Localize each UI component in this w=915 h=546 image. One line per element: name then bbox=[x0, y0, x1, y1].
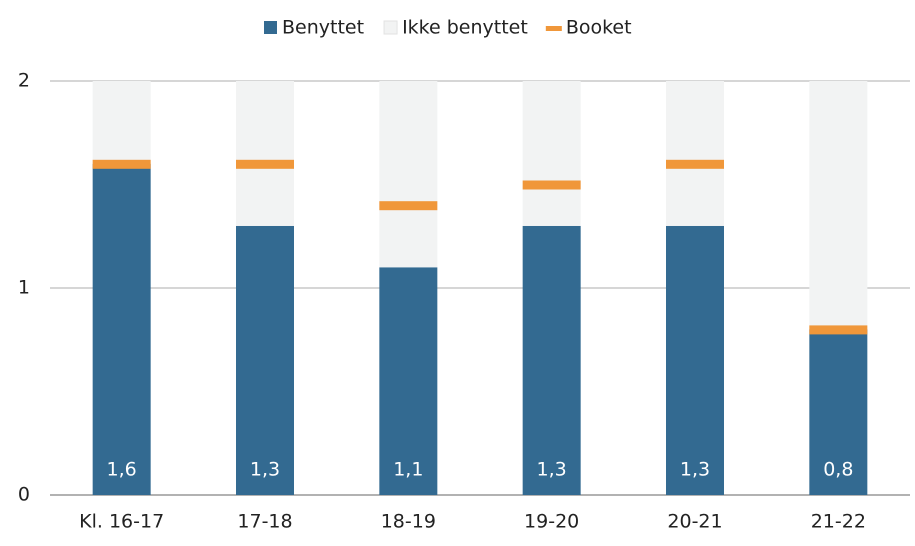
y-tick-label: 2 bbox=[18, 70, 30, 92]
legend-label: Booket bbox=[566, 17, 632, 39]
legend-marker bbox=[545, 26, 562, 31]
data-label: 1,3 bbox=[680, 459, 710, 481]
y-tick-label: 0 bbox=[18, 484, 30, 506]
bar-segment bbox=[92, 163, 151, 496]
bar-segment bbox=[379, 267, 438, 495]
legend-label: Ikke benyttet bbox=[402, 17, 528, 39]
bar-segment bbox=[92, 81, 151, 164]
x-tick-label: 20-21 bbox=[667, 511, 722, 533]
booket-marker bbox=[236, 159, 294, 169]
bar-segment bbox=[809, 81, 868, 330]
bar-segment bbox=[379, 81, 438, 268]
bar-segment bbox=[236, 81, 294, 226]
bar-segment bbox=[236, 225, 294, 495]
booket-marker bbox=[522, 180, 581, 190]
legend-swatch bbox=[264, 21, 277, 34]
legend-label: Benyttet bbox=[282, 17, 364, 39]
x-tick-label: 18-19 bbox=[381, 511, 436, 533]
legend-swatch bbox=[383, 20, 398, 35]
bar-segment bbox=[522, 225, 581, 495]
bar-segment bbox=[666, 225, 724, 495]
y-tick-label: 1 bbox=[18, 277, 30, 299]
booket-marker bbox=[666, 159, 724, 169]
bar-segment bbox=[522, 81, 581, 226]
booket-marker bbox=[379, 201, 438, 211]
data-label: 1,1 bbox=[393, 459, 423, 481]
data-label: 0,8 bbox=[823, 459, 853, 481]
data-label: 1,6 bbox=[107, 459, 137, 481]
data-label: 1,3 bbox=[537, 459, 567, 481]
booket-marker bbox=[809, 325, 868, 335]
x-tick-label: 21-22 bbox=[811, 511, 866, 533]
x-tick-label: 19-20 bbox=[524, 511, 579, 533]
bar-segment bbox=[666, 81, 724, 226]
x-tick-label: 17-18 bbox=[237, 511, 292, 533]
data-label: 1,3 bbox=[250, 459, 280, 481]
x-tick-label: Kl. 16-17 bbox=[79, 511, 164, 533]
bar-segment bbox=[809, 329, 868, 495]
booket-marker bbox=[92, 159, 151, 169]
